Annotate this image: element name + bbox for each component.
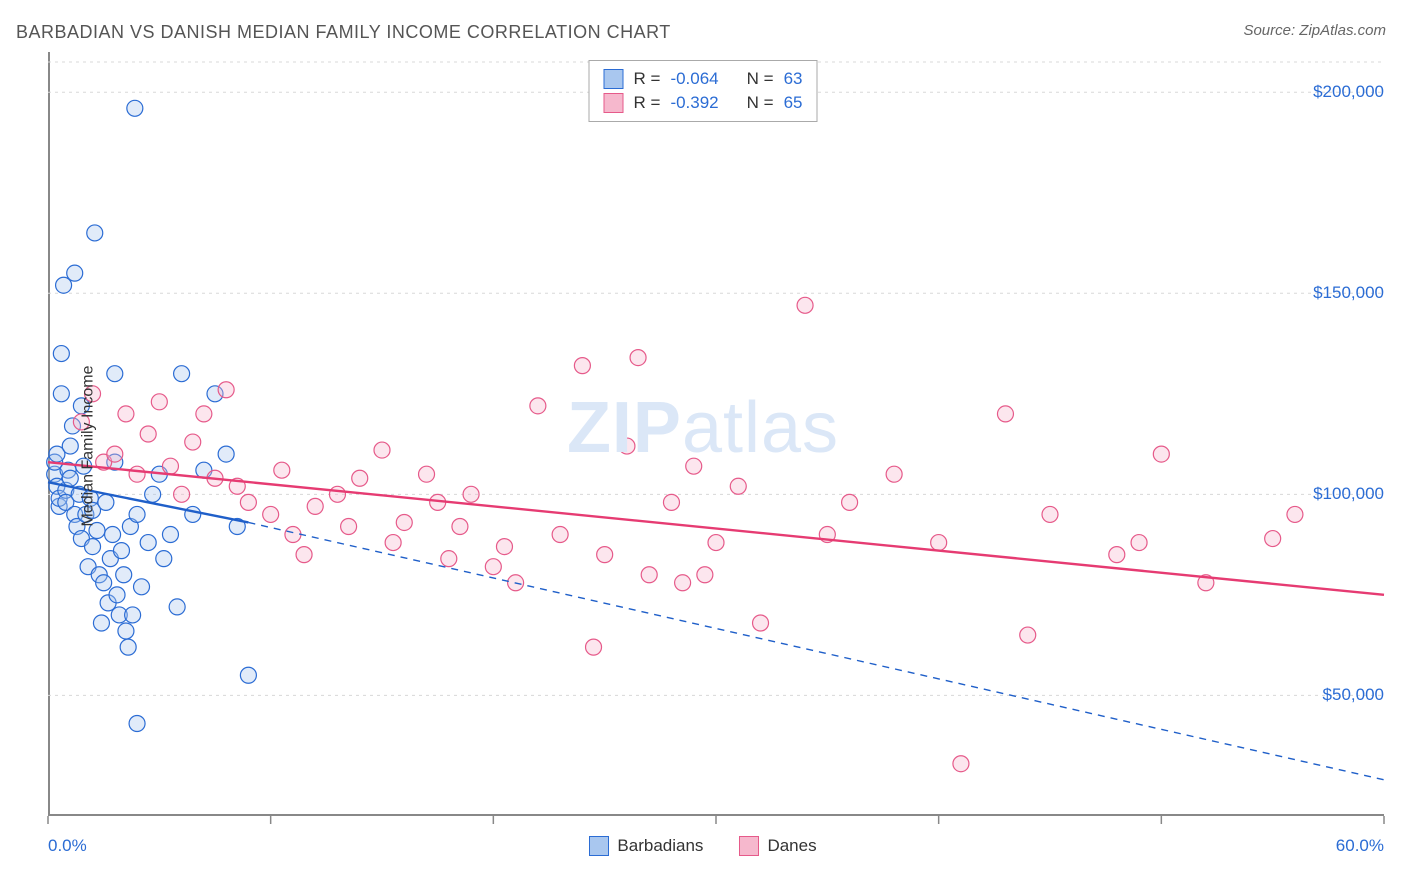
y-tick-label: $200,000 xyxy=(1313,82,1384,102)
swatch-danes xyxy=(604,93,624,113)
legend-item-danes: Danes xyxy=(739,836,816,856)
r-value-danes: -0.392 xyxy=(670,93,718,113)
swatch-barbadians xyxy=(604,69,624,89)
source-attribution: Source: ZipAtlas.com xyxy=(1243,22,1386,39)
legend-label-barbadians: Barbadians xyxy=(617,836,703,856)
y-tick-label: $150,000 xyxy=(1313,283,1384,303)
y-tick-label: $100,000 xyxy=(1313,484,1384,504)
scatter-plot xyxy=(48,52,1384,816)
chart-title: BARBADIAN VS DANISH MEDIAN FAMILY INCOME… xyxy=(16,22,671,43)
legend-row-danes: R = -0.392 N = 65 xyxy=(604,91,803,115)
legend-label-danes: Danes xyxy=(767,836,816,856)
n-label: N = xyxy=(747,69,774,89)
chart-container: BARBADIAN VS DANISH MEDIAN FAMILY INCOME… xyxy=(0,0,1406,892)
n-value-danes: 65 xyxy=(784,93,803,113)
r-label: R = xyxy=(634,93,661,113)
n-label: N = xyxy=(747,93,774,113)
n-value-barbadians: 63 xyxy=(784,69,803,89)
r-value-barbadians: -0.064 xyxy=(670,69,718,89)
legend-item-barbadians: Barbadians xyxy=(589,836,703,856)
correlation-legend: R = -0.064 N = 63 R = -0.392 N = 65 xyxy=(589,60,818,122)
y-axis-label: Median Family Income xyxy=(79,366,97,527)
series-legend: Barbadians Danes xyxy=(0,836,1406,856)
y-tick-label: $50,000 xyxy=(1323,685,1384,705)
r-label: R = xyxy=(634,69,661,89)
swatch-barbadians xyxy=(589,836,609,856)
swatch-danes xyxy=(739,836,759,856)
legend-row-barbadians: R = -0.064 N = 63 xyxy=(604,67,803,91)
